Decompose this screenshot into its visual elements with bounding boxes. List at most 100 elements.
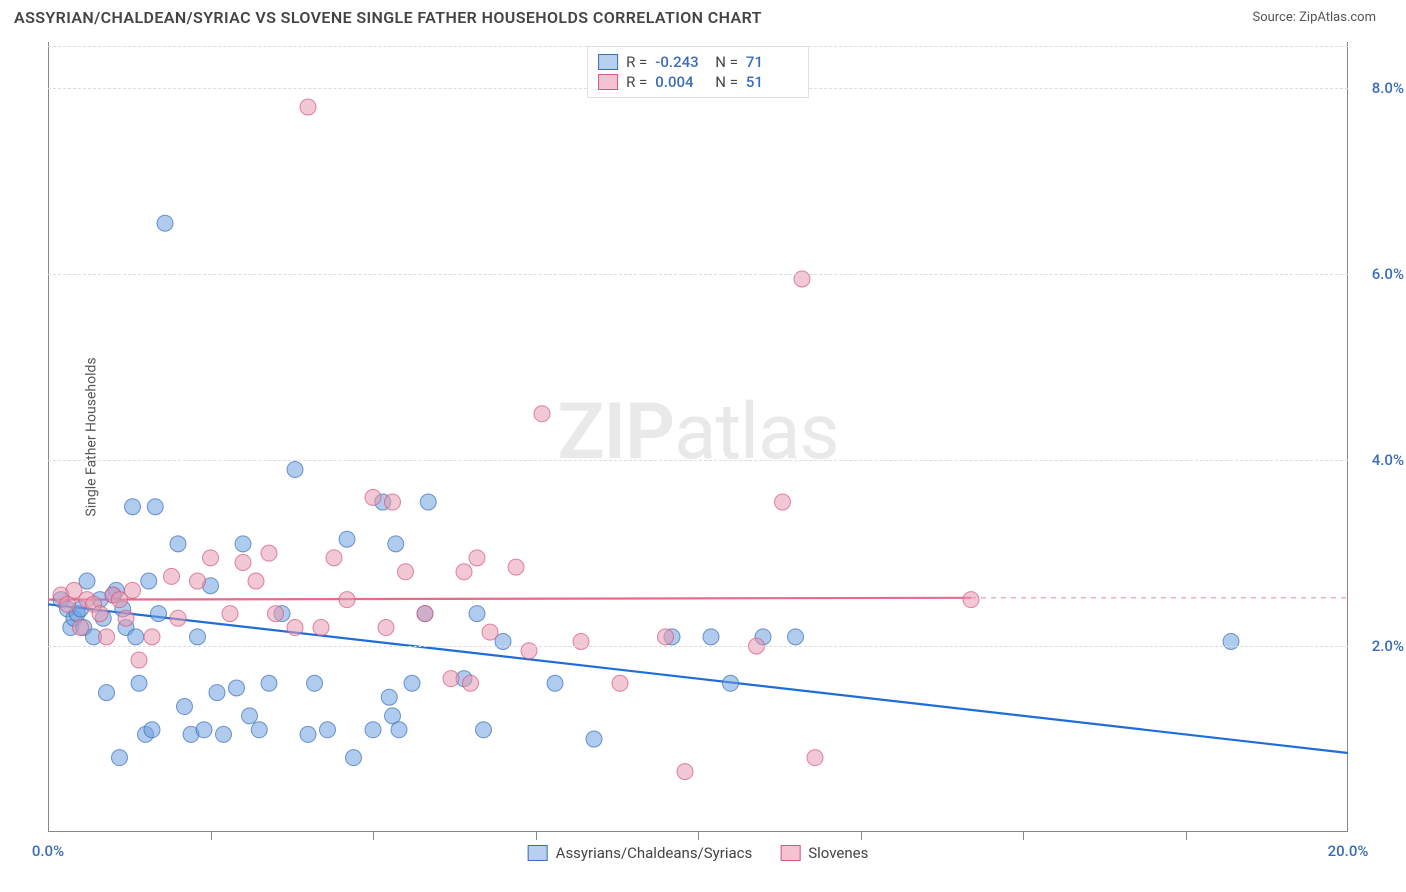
data-point-assyrians bbox=[476, 722, 492, 738]
x-tick bbox=[1186, 832, 1187, 840]
data-point-slovenes bbox=[326, 550, 342, 566]
data-point-slovenes bbox=[658, 629, 674, 645]
grid-line bbox=[48, 274, 1348, 275]
data-point-assyrians bbox=[365, 722, 381, 738]
data-point-assyrians bbox=[300, 726, 316, 742]
data-point-slovenes bbox=[313, 620, 329, 636]
data-point-assyrians bbox=[128, 629, 144, 645]
data-point-slovenes bbox=[300, 99, 316, 115]
chart-title: ASSYRIAN/CHALDEAN/SYRIAC VS SLOVENE SING… bbox=[14, 8, 762, 27]
y-tick-label: 2.0% bbox=[1372, 637, 1404, 655]
data-point-slovenes bbox=[222, 606, 238, 622]
data-point-slovenes bbox=[99, 629, 115, 645]
data-point-slovenes bbox=[118, 610, 134, 626]
data-point-assyrians bbox=[381, 689, 397, 705]
data-point-assyrians bbox=[420, 494, 436, 510]
data-point-slovenes bbox=[248, 573, 264, 589]
data-point-slovenes bbox=[508, 559, 524, 575]
data-point-assyrians bbox=[242, 708, 258, 724]
legend-item-assyrians: Assyrians/Chaldeans/Syriacs bbox=[528, 844, 753, 862]
data-point-slovenes bbox=[190, 573, 206, 589]
data-point-slovenes bbox=[164, 568, 180, 584]
data-point-slovenes bbox=[125, 582, 141, 598]
data-point-slovenes bbox=[73, 620, 89, 636]
data-point-slovenes bbox=[92, 606, 108, 622]
legend-item-slovenes: Slovenes bbox=[780, 844, 868, 862]
y-tick-label: 8.0% bbox=[1372, 79, 1404, 97]
data-point-assyrians bbox=[99, 685, 115, 701]
data-point-assyrians bbox=[112, 750, 128, 766]
data-point-slovenes bbox=[398, 564, 414, 580]
data-point-slovenes bbox=[170, 610, 186, 626]
data-point-assyrians bbox=[404, 675, 420, 691]
data-point-slovenes bbox=[677, 764, 693, 780]
data-point-slovenes bbox=[365, 489, 381, 505]
data-point-slovenes bbox=[203, 550, 219, 566]
x-tick bbox=[861, 832, 862, 840]
data-point-slovenes bbox=[235, 554, 251, 570]
legend-row-slovenes: R = 0.004 N = 51 bbox=[598, 73, 798, 91]
data-point-assyrians bbox=[703, 629, 719, 645]
data-point-assyrians bbox=[144, 722, 160, 738]
data-point-assyrians bbox=[229, 680, 245, 696]
source-attribution: Source: ZipAtlas.com bbox=[1252, 10, 1376, 25]
grid-line bbox=[48, 460, 1348, 461]
series-legend: Assyrians/Chaldeans/Syriacs Slovenes bbox=[528, 844, 869, 862]
data-point-assyrians bbox=[547, 675, 563, 691]
y-tick-label: 6.0% bbox=[1372, 265, 1404, 283]
swatch-slovenes bbox=[598, 74, 618, 90]
data-point-slovenes bbox=[443, 671, 459, 687]
data-point-assyrians bbox=[209, 685, 225, 701]
data-point-slovenes bbox=[456, 564, 472, 580]
data-point-slovenes bbox=[378, 620, 394, 636]
data-point-assyrians bbox=[131, 675, 147, 691]
data-point-slovenes bbox=[339, 592, 355, 608]
data-point-slovenes bbox=[287, 620, 303, 636]
data-point-slovenes bbox=[807, 750, 823, 766]
data-point-slovenes bbox=[612, 675, 628, 691]
data-point-slovenes bbox=[469, 550, 485, 566]
data-point-assyrians bbox=[151, 606, 167, 622]
swatch-slovenes-icon bbox=[780, 845, 800, 861]
x-tick-label: 20.0% bbox=[1328, 842, 1369, 860]
data-point-slovenes bbox=[261, 545, 277, 561]
data-point-assyrians bbox=[391, 722, 407, 738]
data-point-assyrians bbox=[177, 699, 193, 715]
data-point-slovenes bbox=[963, 592, 979, 608]
data-point-assyrians bbox=[125, 499, 141, 515]
data-point-slovenes bbox=[144, 629, 160, 645]
data-point-assyrians bbox=[170, 536, 186, 552]
data-point-assyrians bbox=[147, 499, 163, 515]
legend-row-assyrians: R = -0.243 N = 71 bbox=[598, 53, 798, 71]
y-tick-label: 4.0% bbox=[1372, 451, 1404, 469]
data-point-slovenes bbox=[534, 406, 550, 422]
data-point-assyrians bbox=[190, 629, 206, 645]
x-tick bbox=[536, 832, 537, 840]
swatch-assyrians bbox=[598, 54, 618, 70]
data-point-assyrians bbox=[586, 731, 602, 747]
data-point-assyrians bbox=[261, 675, 277, 691]
data-point-assyrians bbox=[388, 536, 404, 552]
data-point-assyrians bbox=[339, 531, 355, 547]
data-point-assyrians bbox=[157, 215, 173, 231]
data-point-assyrians bbox=[788, 629, 804, 645]
x-tick bbox=[1023, 832, 1024, 840]
data-point-assyrians bbox=[320, 722, 336, 738]
correlation-legend: R = -0.243 N = 71 R = 0.004 N = 51 bbox=[587, 46, 809, 98]
data-point-slovenes bbox=[268, 606, 284, 622]
data-point-assyrians bbox=[346, 750, 362, 766]
plot-svg bbox=[48, 42, 1348, 832]
data-point-assyrians bbox=[251, 722, 267, 738]
data-point-assyrians bbox=[235, 536, 251, 552]
data-point-slovenes bbox=[417, 606, 433, 622]
data-point-assyrians bbox=[723, 675, 739, 691]
x-tick-label: 0.0% bbox=[32, 842, 64, 860]
data-point-slovenes bbox=[385, 494, 401, 510]
data-point-assyrians bbox=[196, 722, 212, 738]
chart-container: Single Father Households ZIPatlas R = -0… bbox=[48, 42, 1348, 832]
regression-line-assyrians bbox=[48, 604, 1348, 753]
regression-line-slovenes bbox=[48, 598, 971, 600]
data-point-assyrians bbox=[287, 462, 303, 478]
data-point-assyrians bbox=[141, 573, 157, 589]
x-tick bbox=[698, 832, 699, 840]
